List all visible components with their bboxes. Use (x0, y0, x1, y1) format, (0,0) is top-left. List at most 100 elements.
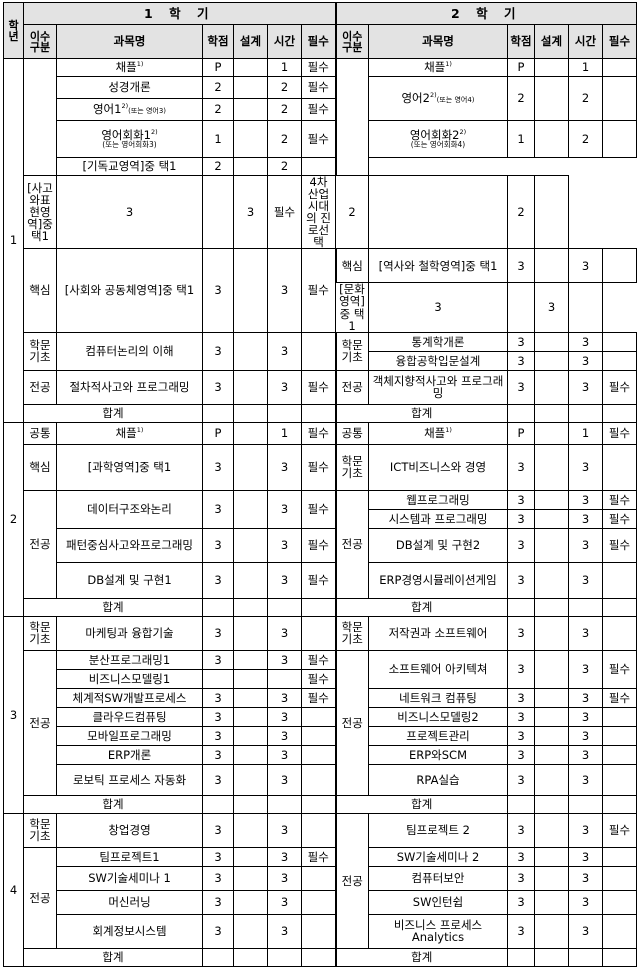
value-cell-ds1 (233, 744, 268, 765)
value-cell-ds1 (233, 706, 268, 727)
value-cell-h1: 3 (267, 744, 302, 765)
value-cell-cr2: 3 (507, 527, 535, 563)
value-cr2: 3 (517, 871, 525, 886)
table-row: DB설계 및 구현1 3 3 필수 ERP경영시뮬레이션게임 3 3 (4, 561, 637, 599)
course-cell-sem2: 통계학개론 (368, 331, 508, 352)
value-cell-h1: 3 (267, 687, 302, 708)
value-cell-r2 (602, 865, 637, 891)
course-name: 영어회화2 (409, 128, 460, 143)
value-cr1: 3 (214, 772, 222, 787)
value-cell-r2: 필수 (602, 527, 637, 563)
course-cell-sem1: 창업경영 (56, 812, 203, 848)
value-cell-ds1 (233, 763, 268, 796)
value-h2: 3 (581, 626, 590, 641)
value-cell-h2: 3 (568, 687, 603, 708)
value-cell-h1: 3 (267, 725, 302, 746)
total-value-sem2 (602, 794, 637, 814)
value-cell-h1: 3 (233, 174, 268, 250)
value-cell-h2: 3 (568, 369, 603, 405)
total-value-sem2 (534, 597, 569, 617)
course-name: 비즈니스모델링2 (397, 709, 479, 724)
value-cell-h1: 3 (267, 846, 302, 867)
category-cell-sem2: 전공 (334, 489, 369, 599)
course-name: 팀프로젝트 2 (406, 823, 470, 838)
value-cell-h2: 1 (568, 58, 603, 77)
value-cr1: 3 (214, 626, 222, 641)
value-cell-h2: 3 (568, 508, 603, 529)
course-cell-sem1: [과학영역]중 택1 (56, 443, 203, 491)
value-cell-cr1 (202, 668, 234, 689)
course-cell-sem2: 4차 산업시대의 진로선택 (301, 174, 336, 250)
value-cr1: 3 (214, 652, 222, 667)
table-row: 전공 팀프로젝트1 3 3 필수 SW기술세미나 2 3 3 (4, 846, 637, 949)
course-cell-sem1: 분산프로그래밍1 (56, 649, 203, 670)
total-row: 합계 합계 (4, 794, 637, 814)
header-row-columns: 이수구분 과목명 학점 설계 시간 필수 이수구분 과목명 학점 설계 시간 필… (4, 24, 637, 59)
total-value-sem2 (507, 794, 535, 814)
value-cell-cr1: 3 (202, 527, 234, 563)
value-cr1: 3 (214, 849, 222, 864)
course-name: [과학영역]중 택1 (87, 460, 172, 475)
value-cell-cr1: 3 (202, 369, 234, 405)
value-r2: 필수 (608, 823, 631, 838)
value-cell-ds1 (202, 174, 234, 250)
value-h1: 3 (246, 205, 255, 220)
course-cell-sem1: 모바일프로그래밍 (56, 725, 203, 746)
value-cr2: 3 (517, 823, 525, 838)
header-grade: 학년 (3, 2, 24, 59)
value-cell-r1: 필수 (301, 687, 336, 708)
value-cell-ds1 (233, 443, 268, 491)
value-cell-ds1 (233, 58, 268, 77)
total-label-sem1: 합계 (23, 403, 203, 423)
value-cr2: 3 (517, 709, 525, 724)
course-cell-sem2: 비즈니스모델링2 (368, 706, 508, 727)
value-cr2: 3 (517, 690, 525, 705)
total-value-sem1 (202, 597, 234, 617)
value-r1: 필수 (307, 671, 329, 686)
value-cell-ds1 (233, 331, 268, 371)
course-name: 데이터구조와논리 (87, 502, 172, 517)
category-cell-sem1: 핵심 (23, 248, 57, 333)
category-cell-sem1: 공통 (23, 421, 57, 445)
value-h1: 3 (280, 283, 289, 298)
course-name: 절차적사고와 프로그래밍 (69, 380, 190, 395)
total-label: 합계 (102, 797, 124, 812)
total-row: 합계 합계 (4, 597, 637, 617)
value-h2: 1 (581, 426, 590, 441)
value-h2: 3 (581, 258, 590, 273)
value-cell-h1: 3 (267, 865, 302, 891)
value-cell-r1 (301, 812, 336, 848)
category-label: 전공 (341, 380, 363, 395)
value-h1: 3 (280, 380, 289, 395)
total-value-sem1 (301, 794, 336, 814)
value-h2: 3 (581, 709, 590, 724)
course-cell-sem1: 클라우드컴퓨팅 (56, 706, 203, 727)
value-cell-r2 (602, 889, 637, 915)
total-value-sem2 (507, 403, 535, 423)
course-cell-sem2: [기독교영역]중 택1 (56, 157, 203, 176)
total-value-sem2 (602, 403, 637, 423)
value-cell-r2 (602, 350, 637, 371)
header-row-semesters: 학년 1 학 기 2 학 기 (3, 2, 637, 59)
header-required-2: 필수 (602, 24, 637, 59)
value-cell-r2: 필수 (602, 649, 637, 689)
category-label: 학문기초 (29, 620, 51, 647)
value-h1: 3 (280, 849, 289, 864)
value-cell-r2: 필수 (602, 812, 637, 848)
value-cell-r1: 필수 (301, 120, 336, 158)
value-h2: 3 (581, 334, 590, 349)
course-cell-sem1: 성경개론 (56, 76, 203, 99)
value-cell-ds2 (534, 58, 569, 77)
value-cell-cr2: 3 (507, 615, 535, 651)
value-cr1: 3 (214, 344, 222, 359)
value-cell-h2: 3 (568, 527, 603, 563)
value-cell-h2: 1 (568, 421, 603, 445)
footnote-marker: 1) (445, 426, 452, 435)
category-cell-sem1: 전공 (23, 649, 57, 796)
value-cell-ds2 (534, 369, 569, 405)
total-label: 합계 (411, 406, 433, 421)
header-hours-2: 시간 (568, 24, 603, 59)
total-label-sem1: 합계 (23, 794, 203, 814)
value-cell-h1: 3 (267, 443, 302, 491)
value-r1: 필수 (307, 502, 329, 517)
